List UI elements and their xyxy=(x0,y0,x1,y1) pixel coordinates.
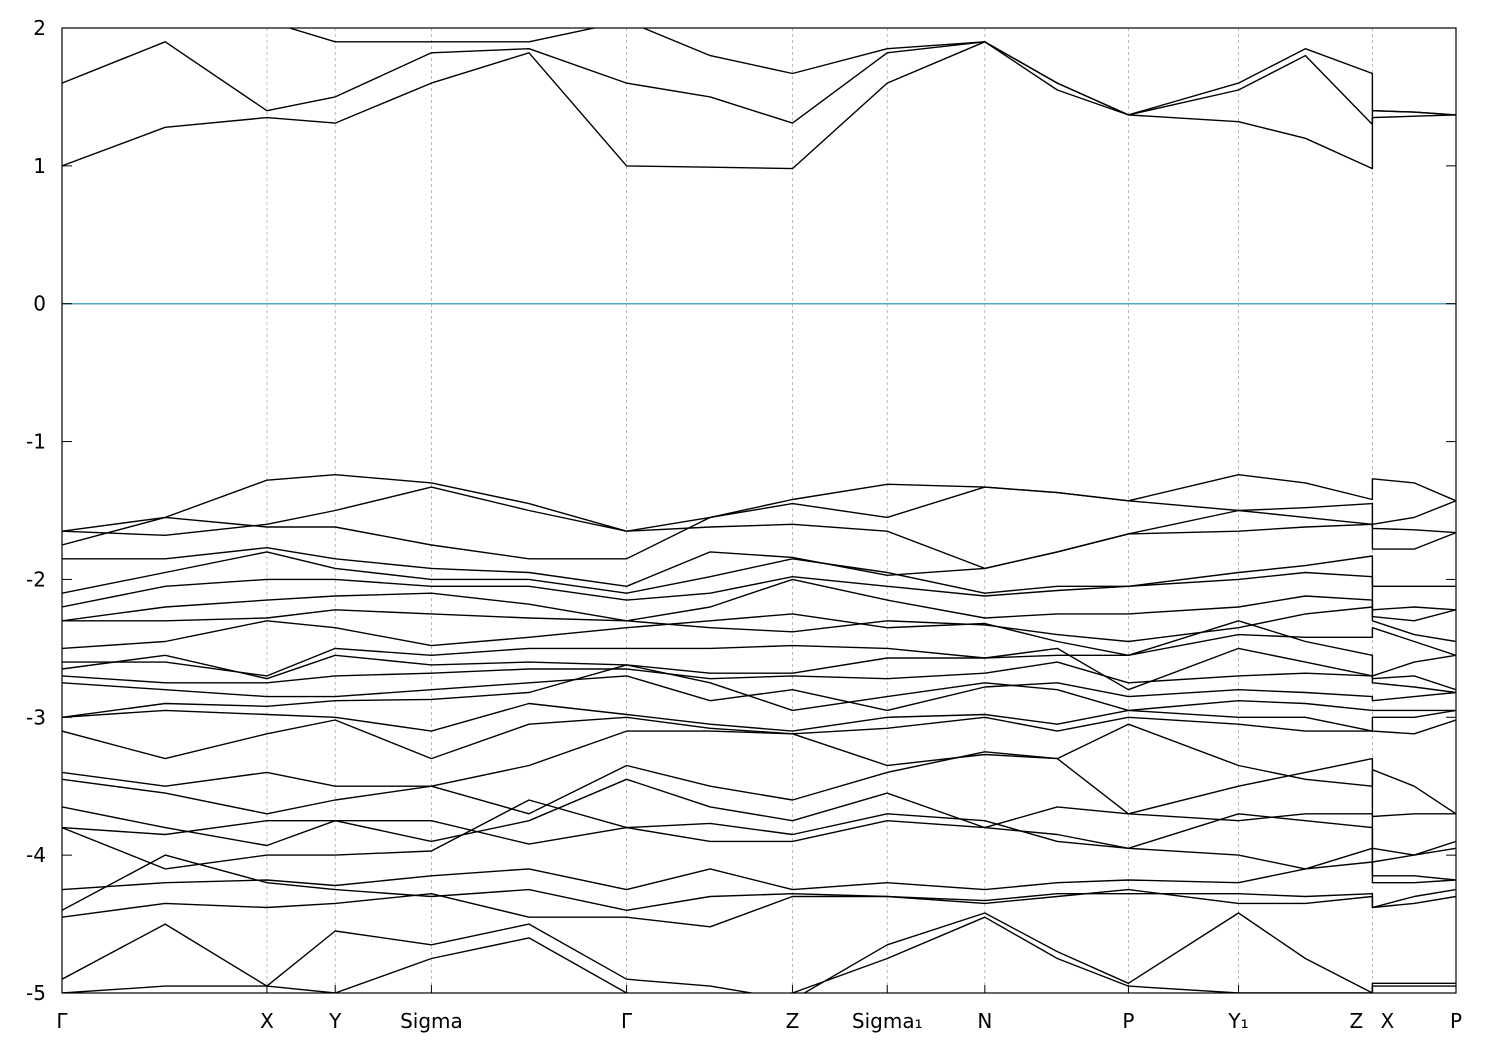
x-tick-label: Y xyxy=(328,1009,342,1033)
x-tick-label: N xyxy=(977,1009,992,1033)
y-tick-label: 2 xyxy=(33,16,46,40)
band-line xyxy=(287,28,1456,116)
y-tick-label: -5 xyxy=(26,981,46,1005)
x-tick-label: P xyxy=(1122,1009,1134,1033)
band-line xyxy=(62,551,1456,594)
plot-frame xyxy=(61,27,1457,994)
band-line xyxy=(62,861,1456,891)
band-line xyxy=(62,606,1456,643)
x-tick-label: Sigma xyxy=(400,1009,463,1033)
band-line xyxy=(62,578,1456,622)
band-line xyxy=(62,647,1456,691)
band-line xyxy=(62,664,1456,718)
band-line xyxy=(62,571,1456,611)
band-line xyxy=(62,888,1456,928)
band-line xyxy=(62,486,1456,570)
x-tick-label: Γ xyxy=(56,1009,68,1033)
x-tick-label: Z xyxy=(1350,1009,1364,1033)
x-tick-label: Γ xyxy=(621,1009,633,1033)
band-line xyxy=(62,661,1456,694)
x-tick-label: X xyxy=(1381,1009,1395,1033)
band-line xyxy=(62,854,1456,911)
x-tick-label: X xyxy=(260,1009,274,1033)
band-line xyxy=(62,799,1456,881)
band-line xyxy=(62,912,1456,993)
y-tick-label: -2 xyxy=(26,567,46,591)
band-line xyxy=(62,613,1456,656)
band-line xyxy=(62,41,1456,170)
band-line xyxy=(62,702,1456,732)
band-line xyxy=(62,474,1456,532)
x-tick-label: Y₁ xyxy=(1227,1009,1248,1033)
band-line xyxy=(62,751,1456,818)
band-line xyxy=(62,41,1456,126)
band-line xyxy=(62,813,1456,863)
y-tick-label: 1 xyxy=(33,154,46,178)
y-tick-label: 0 xyxy=(33,292,46,316)
bands xyxy=(62,28,1456,993)
band-line xyxy=(62,716,1456,760)
x-tick-label: Sigma₁ xyxy=(852,1009,923,1033)
band-line xyxy=(62,723,1456,815)
band-line xyxy=(62,620,1456,677)
y-tick-label: -1 xyxy=(26,430,46,454)
y-tick-label: -3 xyxy=(26,705,46,729)
x-tick-label: P xyxy=(1450,1009,1462,1033)
band-line xyxy=(62,778,1456,856)
band-line xyxy=(62,675,1456,712)
band-line xyxy=(62,523,1456,587)
x-tick-label: Z xyxy=(786,1009,800,1033)
y-tick-label: -4 xyxy=(26,843,46,867)
band-line xyxy=(62,916,1456,993)
